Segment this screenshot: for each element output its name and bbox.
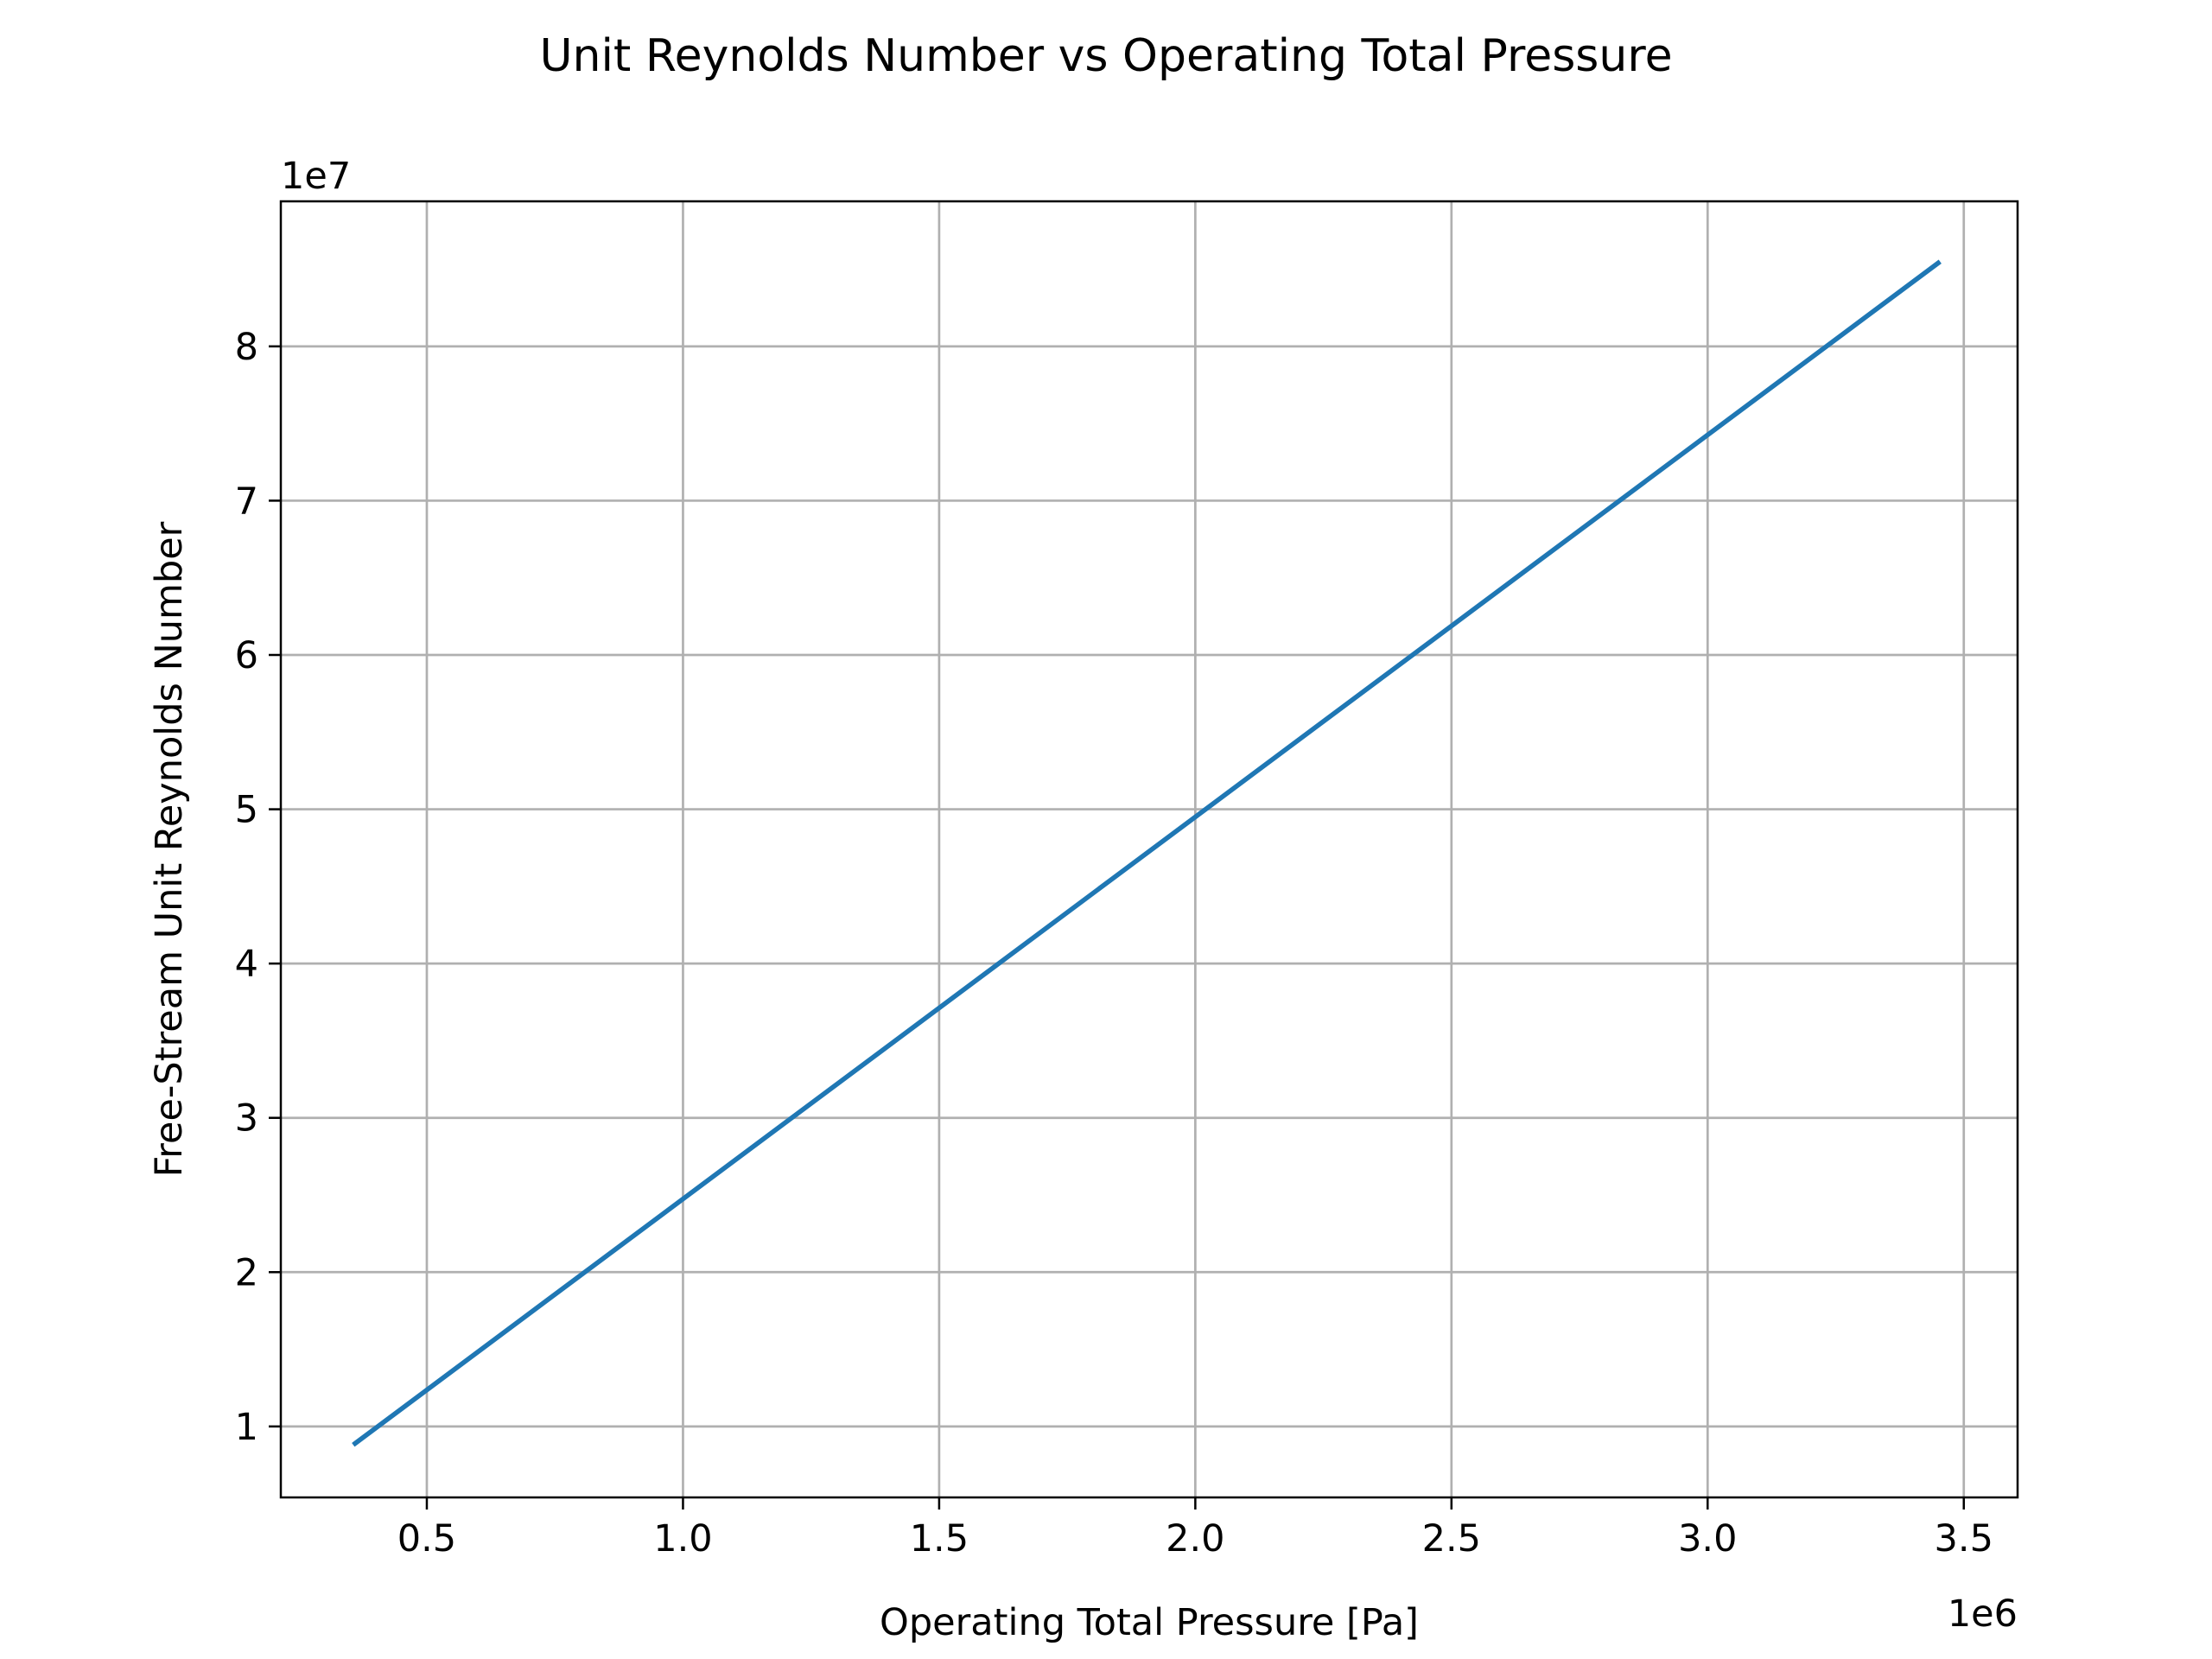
- plot-frame: [279, 200, 2019, 1499]
- series-line: [352, 259, 1942, 1447]
- x-axis-label: Operating Total Pressure [Pa]: [880, 1601, 1419, 1644]
- y-tick-label: 4: [235, 943, 258, 986]
- x-tick-label: 3.0: [1678, 1517, 1737, 1560]
- x-tick-label: 3.5: [1935, 1517, 1993, 1560]
- x-tick-label: 2.0: [1166, 1517, 1224, 1560]
- series-layer: [352, 259, 1942, 1447]
- chart-title: Unit Reynolds Number vs Operating Total …: [539, 30, 1672, 82]
- y-tick-label: 2: [235, 1251, 258, 1294]
- y-axis-offset-label: 1e7: [281, 155, 351, 198]
- y-tick-label: 3: [235, 1097, 258, 1141]
- y-tick-label: 5: [235, 789, 258, 832]
- y-tick-label: 6: [235, 634, 258, 677]
- tick-layer: 0.5 1.0 1.5 2.0 2.5 3.0 3.5 1 2 3 4 5 6 7 8: [235, 326, 1993, 1560]
- x-axis-offset-label: 1e6: [1948, 1592, 2018, 1636]
- y-tick-label: 1: [235, 1406, 258, 1449]
- grid-layer: [281, 201, 2018, 1497]
- x-tick-label: 0.5: [397, 1517, 456, 1560]
- x-tick-label: 2.5: [1422, 1517, 1481, 1560]
- x-tick-label: 1.5: [910, 1517, 969, 1560]
- y-axis-label: Free-Stream Unit Reynolds Number: [148, 521, 191, 1177]
- x-tick-label: 1.0: [653, 1517, 712, 1560]
- y-tick-label: 8: [235, 326, 258, 369]
- y-tick-label: 7: [235, 480, 258, 523]
